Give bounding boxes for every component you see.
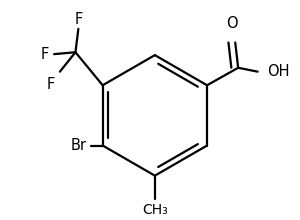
Text: Br: Br xyxy=(71,138,87,153)
Text: F: F xyxy=(74,12,82,27)
Text: O: O xyxy=(226,16,238,31)
Text: OH: OH xyxy=(267,64,290,79)
Text: CH₃: CH₃ xyxy=(142,203,168,217)
Text: F: F xyxy=(47,77,55,92)
Text: F: F xyxy=(41,47,49,62)
